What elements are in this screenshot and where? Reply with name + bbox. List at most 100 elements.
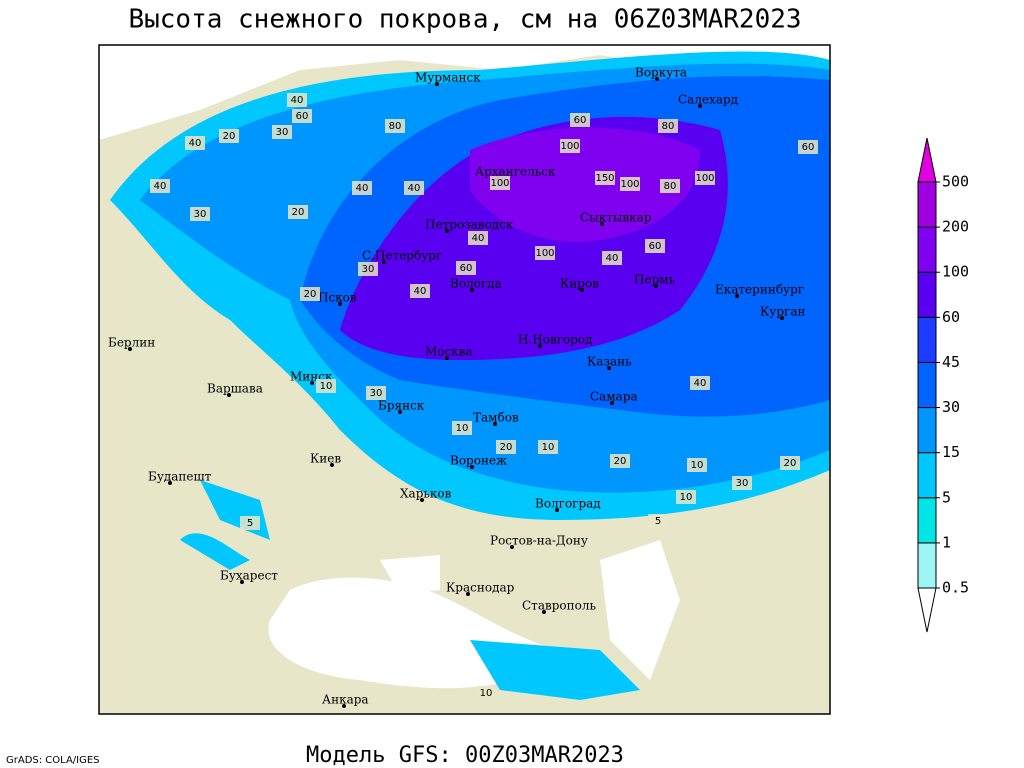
contour-label: 10 [480, 688, 493, 699]
contour-label: 150 [595, 173, 614, 184]
colorbar-segment [917, 226, 937, 273]
colorbar-label: 30 [942, 398, 960, 416]
city-dot [445, 356, 449, 360]
contour-label: 60 [296, 111, 309, 122]
contour-label: 100 [560, 141, 579, 152]
contour-label-box [695, 171, 715, 185]
city-label: Москва [425, 345, 473, 359]
city-dot [382, 260, 386, 264]
contour-label-box [732, 476, 752, 490]
contour-label-box [410, 284, 430, 298]
colorbar-label: 0.5 [942, 579, 969, 597]
contour-label-box [272, 125, 292, 139]
city-dot [654, 284, 658, 288]
contour-label-box [570, 113, 590, 127]
city-label: Будапешт [148, 470, 212, 484]
city-label: Архангельск [475, 165, 556, 179]
colorbar-segment [917, 452, 937, 499]
city-dot [510, 545, 514, 549]
city-label: Н.Новгород [518, 333, 593, 347]
contour-labels: 40 60 40 20 30 40 20 30 40 80 100 100 150 100 80 100 60 1… [150, 93, 818, 700]
contour-label-box [366, 386, 386, 400]
city-label: Салехард [678, 93, 738, 107]
contour-label: 40 [154, 181, 167, 192]
contour-label-box [620, 177, 640, 191]
city-dot [735, 294, 739, 298]
contour-label-box [798, 140, 818, 154]
city-label: Бухарест [220, 569, 278, 583]
contour-label-box [648, 514, 668, 528]
city-label: Ростов-на-Дону [490, 534, 588, 548]
colorbar-triangle [917, 587, 937, 633]
city-dot [655, 77, 659, 81]
contour-label-box [452, 421, 472, 435]
city-dot [470, 288, 474, 292]
contour-label: 60 [460, 263, 473, 274]
city-label: Самара [590, 390, 638, 404]
city-label: Екатеринбург [715, 283, 804, 297]
colorbar-segment [917, 407, 937, 454]
contour-label-box [610, 454, 630, 468]
city-label: Тамбов [473, 411, 519, 425]
colorbar-segment [917, 181, 937, 228]
contour-label: 60 [574, 115, 587, 126]
contour-label: 10 [542, 442, 555, 453]
city-dot [542, 610, 546, 614]
contour-label: 100 [535, 248, 554, 259]
contour-label: 80 [664, 181, 677, 192]
contour-label: 30 [362, 264, 375, 275]
contour-label-box [687, 458, 707, 472]
snow-100 [470, 127, 700, 242]
contour-label: 40 [189, 138, 202, 149]
contour-label: 40 [291, 95, 304, 106]
city-dot [398, 410, 402, 414]
city-dot [466, 592, 470, 596]
contour-label: 100 [620, 179, 639, 190]
contour-label-box [490, 176, 510, 190]
contour-label-box [352, 181, 372, 195]
city-dot [538, 344, 542, 348]
contour-label-box [240, 516, 260, 530]
contour-label: 10 [691, 460, 704, 471]
city-dot [493, 422, 497, 426]
contour-label: 5 [247, 518, 253, 529]
contour-label: 40 [694, 378, 707, 389]
city-label: Краснодар [446, 581, 515, 595]
contour-label-box [476, 686, 496, 700]
city-label: Варшава [207, 382, 263, 396]
city-dot [168, 481, 172, 485]
colorbar-triangle [917, 137, 937, 183]
contour-label-box [468, 231, 488, 245]
city-label: Анкара [322, 693, 369, 707]
contour-label: 20 [500, 442, 513, 453]
city-label: Петрозаводск [425, 218, 514, 232]
contour-label-box [287, 93, 307, 107]
city-label: Вологда [450, 277, 502, 291]
city-dot [470, 465, 474, 469]
city-label: Берлин [108, 336, 155, 350]
contour-label: 80 [389, 121, 402, 132]
contour-label: 40 [356, 183, 369, 194]
city-dot [580, 288, 584, 292]
title: Высота снежного покрова, см на 06Z03MAR2… [128, 5, 801, 35]
city-label: Волгоград [535, 497, 601, 511]
contour-label: 30 [276, 127, 289, 138]
colorbar-segment [917, 361, 937, 409]
map-frame [98, 44, 831, 715]
city-dot [555, 508, 559, 512]
city-dot [607, 366, 611, 370]
contour-label: 40 [472, 233, 485, 244]
contour-label: 20 [292, 207, 305, 218]
contour-label-box [358, 262, 378, 276]
contour-label-box [219, 129, 239, 143]
city-dot [600, 222, 604, 226]
snow-patch [180, 480, 270, 570]
contour-label-box [300, 287, 320, 301]
colorbar-segment [917, 271, 937, 318]
contour-label-box [658, 119, 678, 133]
contour-label-box [316, 379, 336, 393]
azov-sea [380, 555, 440, 595]
cities: Мурманск Воркута Салехард Архангельск Петроз… [108, 66, 805, 708]
